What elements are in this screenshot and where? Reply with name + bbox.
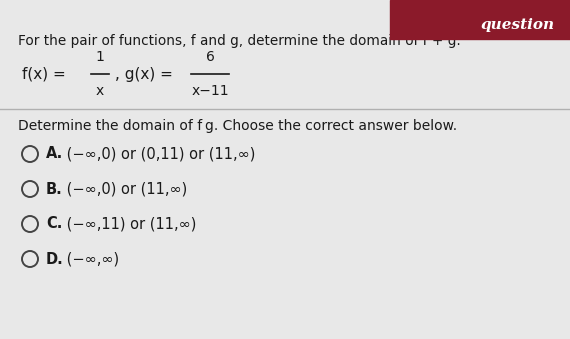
Text: (−∞,0) or (11,∞): (−∞,0) or (11,∞) [62, 181, 188, 197]
Text: question: question [481, 18, 555, 32]
Text: A.: A. [46, 146, 63, 161]
Text: (−∞,0) or (0,11) or (11,∞): (−∞,0) or (0,11) or (11,∞) [62, 146, 255, 161]
Text: For the pair of functions, f and g, determine the domain of f + g.: For the pair of functions, f and g, dete… [18, 34, 461, 48]
Text: B.: B. [46, 181, 63, 197]
Text: , g(x) =: , g(x) = [115, 66, 178, 81]
Text: (−∞,∞): (−∞,∞) [62, 252, 119, 266]
Text: x−11: x−11 [191, 84, 229, 98]
Text: f(x) =: f(x) = [22, 66, 71, 81]
Text: 6: 6 [206, 50, 214, 64]
Text: 1: 1 [96, 50, 104, 64]
Text: D.: D. [46, 252, 64, 266]
Text: (−∞,11) or (11,∞): (−∞,11) or (11,∞) [62, 217, 197, 232]
Text: Determine the domain of f g. Choose the correct answer below.: Determine the domain of f g. Choose the … [18, 119, 457, 133]
Text: C.: C. [46, 217, 62, 232]
Bar [390, 0, 570, 39]
Text: x: x [96, 84, 104, 98]
